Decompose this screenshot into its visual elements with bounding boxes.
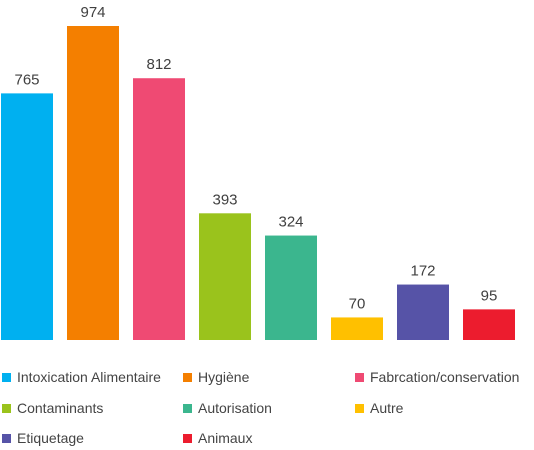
bar-3 (199, 213, 251, 340)
data-label-1: 974 (80, 4, 105, 21)
bar-4 (265, 235, 317, 340)
bar-2 (133, 78, 185, 340)
bar-6 (397, 284, 449, 340)
data-label-0: 765 (14, 71, 39, 88)
bar-7 (463, 309, 515, 340)
data-label-3: 393 (212, 191, 237, 208)
data-label-2: 812 (146, 56, 171, 73)
data-label-6: 172 (410, 263, 435, 280)
bar-0 (1, 93, 53, 340)
data-label-7: 95 (481, 287, 498, 304)
bar-1 (67, 26, 119, 340)
data-label-4: 324 (278, 214, 303, 231)
bar-5 (331, 317, 383, 340)
data-label-5: 70 (349, 295, 366, 312)
